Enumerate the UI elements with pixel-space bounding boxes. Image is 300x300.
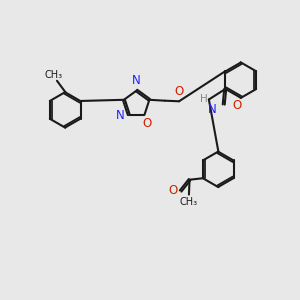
Text: O: O xyxy=(232,99,241,112)
Text: O: O xyxy=(175,85,184,98)
Text: CH₃: CH₃ xyxy=(44,70,62,80)
Text: O: O xyxy=(168,184,178,197)
Text: O: O xyxy=(143,117,152,130)
Text: N: N xyxy=(116,109,124,122)
Text: N: N xyxy=(208,103,217,116)
Text: N: N xyxy=(132,74,141,87)
Text: CH₃: CH₃ xyxy=(180,197,198,207)
Text: H: H xyxy=(200,94,208,104)
